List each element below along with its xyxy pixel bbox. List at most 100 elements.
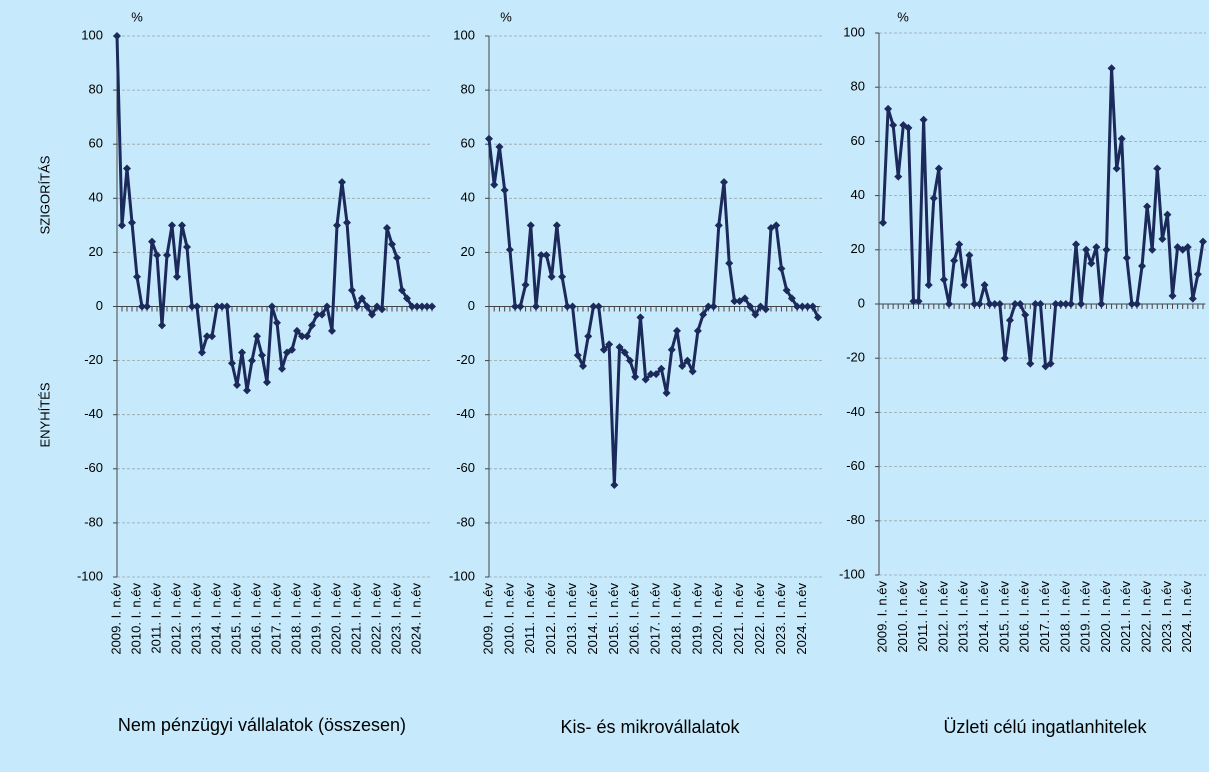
y-tick-label: 100 (81, 27, 103, 42)
point (615, 343, 624, 352)
point (803, 302, 812, 311)
point (798, 302, 807, 311)
point (1061, 300, 1070, 308)
point (787, 294, 796, 303)
point (313, 310, 321, 319)
x-tick-label: 2009. I. n.év (480, 583, 495, 655)
y-tick-label: -100 (839, 566, 865, 581)
point (884, 104, 893, 113)
point (626, 356, 634, 365)
y-tick-label: -100 (449, 568, 475, 583)
point (238, 348, 246, 357)
point (133, 272, 141, 281)
point (537, 251, 546, 260)
point (408, 302, 416, 311)
y-tick-label: 0 (468, 298, 475, 313)
point (278, 364, 286, 373)
point (516, 302, 525, 311)
point (1107, 64, 1116, 73)
x-tick-label: 2011. I. n.év (148, 583, 163, 654)
point (1143, 202, 1152, 211)
point (358, 294, 366, 303)
point (1168, 291, 1177, 300)
x-tick-label: 2013. I. n.év (956, 581, 971, 653)
point (667, 345, 676, 354)
point (253, 332, 261, 341)
point (1097, 300, 1106, 308)
point (636, 313, 645, 322)
x-tick-label: 2013. I. n.év (188, 583, 203, 655)
point (485, 134, 493, 143)
point (610, 481, 619, 490)
point (532, 302, 540, 311)
x-tick-label: 2015. I. n.év (996, 581, 1011, 653)
x-tick-label: 2010. I. n.év (501, 583, 516, 655)
point (1117, 134, 1126, 143)
point (929, 194, 938, 203)
point (1077, 300, 1086, 308)
point (413, 302, 421, 311)
point (746, 302, 755, 311)
point (208, 332, 216, 341)
x-tick-label: 2021. I. n.év (1118, 581, 1133, 653)
x-tick-label: 2017. I. n.év (648, 583, 663, 655)
point (970, 300, 979, 308)
point (193, 302, 201, 311)
point (995, 300, 1004, 308)
point (143, 302, 151, 311)
series-line (881, 66, 1205, 368)
point (1127, 300, 1136, 308)
point (218, 302, 226, 311)
point (273, 318, 281, 327)
point (428, 302, 436, 311)
x-tick-label: 2012. I. n.év (168, 583, 183, 655)
point (683, 356, 692, 365)
y-tick-label: -40 (84, 406, 103, 421)
point (268, 302, 276, 311)
point (641, 375, 650, 384)
axis-annotation: ENYHÍTÉS (37, 382, 52, 447)
point (1092, 243, 1101, 252)
point (323, 302, 331, 311)
point (558, 272, 567, 281)
x-tick-label: 2014. I. n.év (208, 583, 223, 655)
y-tick-label: 40 (461, 190, 475, 205)
point (740, 294, 749, 303)
y-tick-label: 0 (96, 298, 103, 313)
axis-annotation: SZIGORÍTÁS (37, 155, 52, 234)
point (808, 302, 817, 311)
series-line (487, 138, 820, 487)
point (914, 297, 923, 306)
y-tick-label: 60 (89, 136, 103, 151)
point (563, 302, 572, 311)
point (158, 321, 166, 330)
point (552, 221, 561, 230)
point (919, 115, 928, 124)
unit-label: % (131, 9, 143, 24)
point (985, 300, 994, 308)
x-tick-label: 2022. I. n.év (752, 583, 767, 655)
y-tick-label: 20 (461, 244, 475, 259)
y-tick-label: 100 (843, 24, 865, 39)
point (594, 302, 603, 311)
x-tick-label: 2021. I. n.év (731, 583, 746, 655)
point (333, 221, 341, 230)
x-tick-label: 2011. I. n.év (522, 583, 537, 654)
point (1056, 300, 1065, 308)
point (1188, 294, 1197, 303)
point (233, 380, 241, 389)
point (909, 297, 918, 306)
point (652, 370, 661, 379)
point (490, 180, 499, 189)
point (1000, 354, 1009, 363)
x-tick-label: 2022. I. n.év (368, 583, 383, 655)
point (547, 272, 556, 281)
point (761, 305, 770, 314)
point (751, 310, 760, 319)
unit-label: % (897, 9, 909, 24)
point (113, 32, 121, 40)
point (248, 356, 256, 365)
y-tick-label: 100 (453, 27, 475, 42)
point (363, 302, 371, 311)
x-tick-label: 2024. I. n.év (794, 583, 809, 655)
